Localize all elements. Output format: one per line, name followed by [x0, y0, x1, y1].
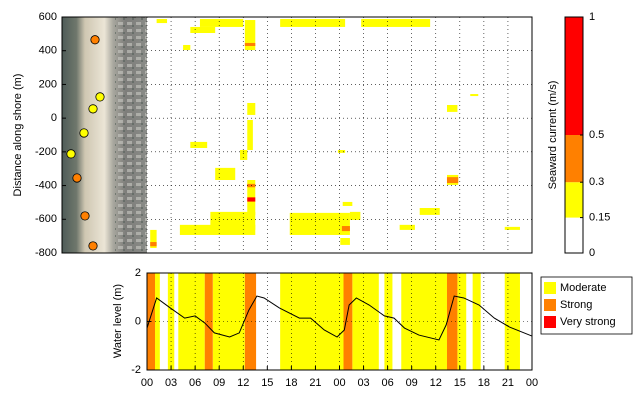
x-tick-label: 06 — [189, 377, 201, 389]
current-patch — [361, 19, 431, 27]
current-patch — [215, 167, 236, 181]
x-tick-label: 09 — [213, 377, 225, 389]
current-class-band — [504, 273, 520, 370]
y-tick-label: 600 — [39, 11, 57, 23]
current-patch — [342, 201, 353, 206]
colorbar-band — [565, 217, 583, 253]
current-patch — [183, 44, 191, 51]
current-patch — [446, 104, 458, 112]
y-tick-label: 0 — [135, 315, 141, 327]
y-tick-label: -800 — [35, 247, 57, 259]
current-patch — [419, 207, 440, 215]
x-tick-label: 12 — [237, 377, 249, 389]
current-patch — [349, 211, 361, 220]
x-tick-label: 09 — [406, 377, 418, 389]
legend-swatch — [544, 316, 556, 328]
y-tick-label: 2 — [135, 267, 141, 279]
x-tick-label: 00 — [141, 377, 153, 389]
legend-label: Strong — [560, 299, 592, 311]
x-tick-label: 15 — [454, 377, 466, 389]
current-patch — [156, 19, 168, 24]
colorbar-band — [565, 182, 583, 218]
legend-swatch — [544, 282, 556, 294]
x-tick-label: 18 — [285, 377, 297, 389]
current-class-band — [472, 273, 481, 370]
y-tick-label: -200 — [35, 146, 57, 158]
colorbar-tick-label: 0.3 — [589, 176, 604, 188]
current-patch — [341, 226, 350, 232]
aerial-town — [115, 17, 147, 253]
current-class-band — [212, 273, 245, 370]
current-patch — [340, 237, 350, 245]
sensor — [88, 241, 98, 251]
current-patch — [247, 197, 256, 202]
x-tick-label: 18 — [478, 377, 490, 389]
current-patch — [150, 242, 157, 247]
current-patch — [247, 119, 253, 151]
current-patch — [199, 19, 244, 27]
x-tick-label: 00 — [333, 377, 345, 389]
x-tick-label: 12 — [430, 377, 442, 389]
current-patch — [399, 224, 415, 230]
legend-box — [540, 276, 633, 335]
sensor — [66, 149, 76, 159]
colorbar-band — [565, 135, 583, 183]
sensor — [88, 104, 98, 114]
y-tick-label: 200 — [39, 78, 57, 90]
current-patch — [240, 150, 248, 160]
x-tick-label: 21 — [502, 377, 514, 389]
legend-swatch — [544, 299, 556, 311]
y-tick-label: 400 — [39, 45, 57, 57]
current-patch — [289, 212, 350, 235]
x-tick-label: 06 — [382, 377, 394, 389]
x-tick-label: 21 — [309, 377, 321, 389]
current-patch — [190, 26, 216, 34]
current-class-band — [384, 273, 393, 370]
sensor — [72, 173, 82, 183]
current-patch — [247, 102, 256, 115]
colorbar-label: Seaward current (m/s) — [547, 81, 559, 190]
colorbar-band — [565, 17, 583, 135]
current-patch — [244, 20, 256, 51]
current-patch — [190, 141, 208, 148]
y-tick-label: -2 — [131, 364, 141, 376]
current-patch — [504, 226, 520, 230]
y-axis-label: Water level (m) — [112, 284, 124, 358]
legend-label: Very strong — [560, 316, 616, 328]
colorbar-tick-label: 0.15 — [589, 212, 610, 224]
current-patch — [337, 150, 346, 153]
current-class-band — [155, 273, 160, 370]
current-patch — [280, 19, 346, 27]
current-class-band — [244, 273, 257, 370]
x-tick-label: 00 — [526, 377, 538, 389]
y-tick-label: -400 — [35, 179, 57, 191]
sensor — [80, 211, 90, 221]
current-patch — [244, 42, 256, 46]
current-class-band — [401, 273, 447, 370]
legend-label: Moderate — [560, 282, 606, 294]
current-patch — [179, 224, 256, 235]
current-class-band — [352, 273, 379, 370]
y-axis-label: Distance along shore (m) — [12, 74, 24, 197]
axes-frame — [61, 16, 533, 254]
current-patch — [446, 177, 459, 184]
x-tick-label: 15 — [261, 377, 273, 389]
water-level-line — [146, 295, 533, 341]
current-class-band — [204, 273, 213, 370]
sensor — [79, 128, 89, 138]
current-class-band — [457, 273, 467, 370]
y-tick-label: 0 — [51, 112, 57, 124]
current-patch — [150, 229, 157, 248]
sensor — [95, 92, 105, 102]
colorbar-tick-label: 1 — [589, 11, 595, 23]
current-patch — [470, 94, 479, 97]
current-class-band — [446, 273, 458, 370]
y-tick-label: -600 — [35, 213, 57, 225]
sensor — [90, 35, 100, 45]
x-tick-label: 03 — [165, 377, 177, 389]
colorbar-tick-label: 0 — [589, 247, 595, 259]
x-tick-label: 03 — [357, 377, 369, 389]
colorbar-tick-label: 0.5 — [589, 129, 604, 141]
